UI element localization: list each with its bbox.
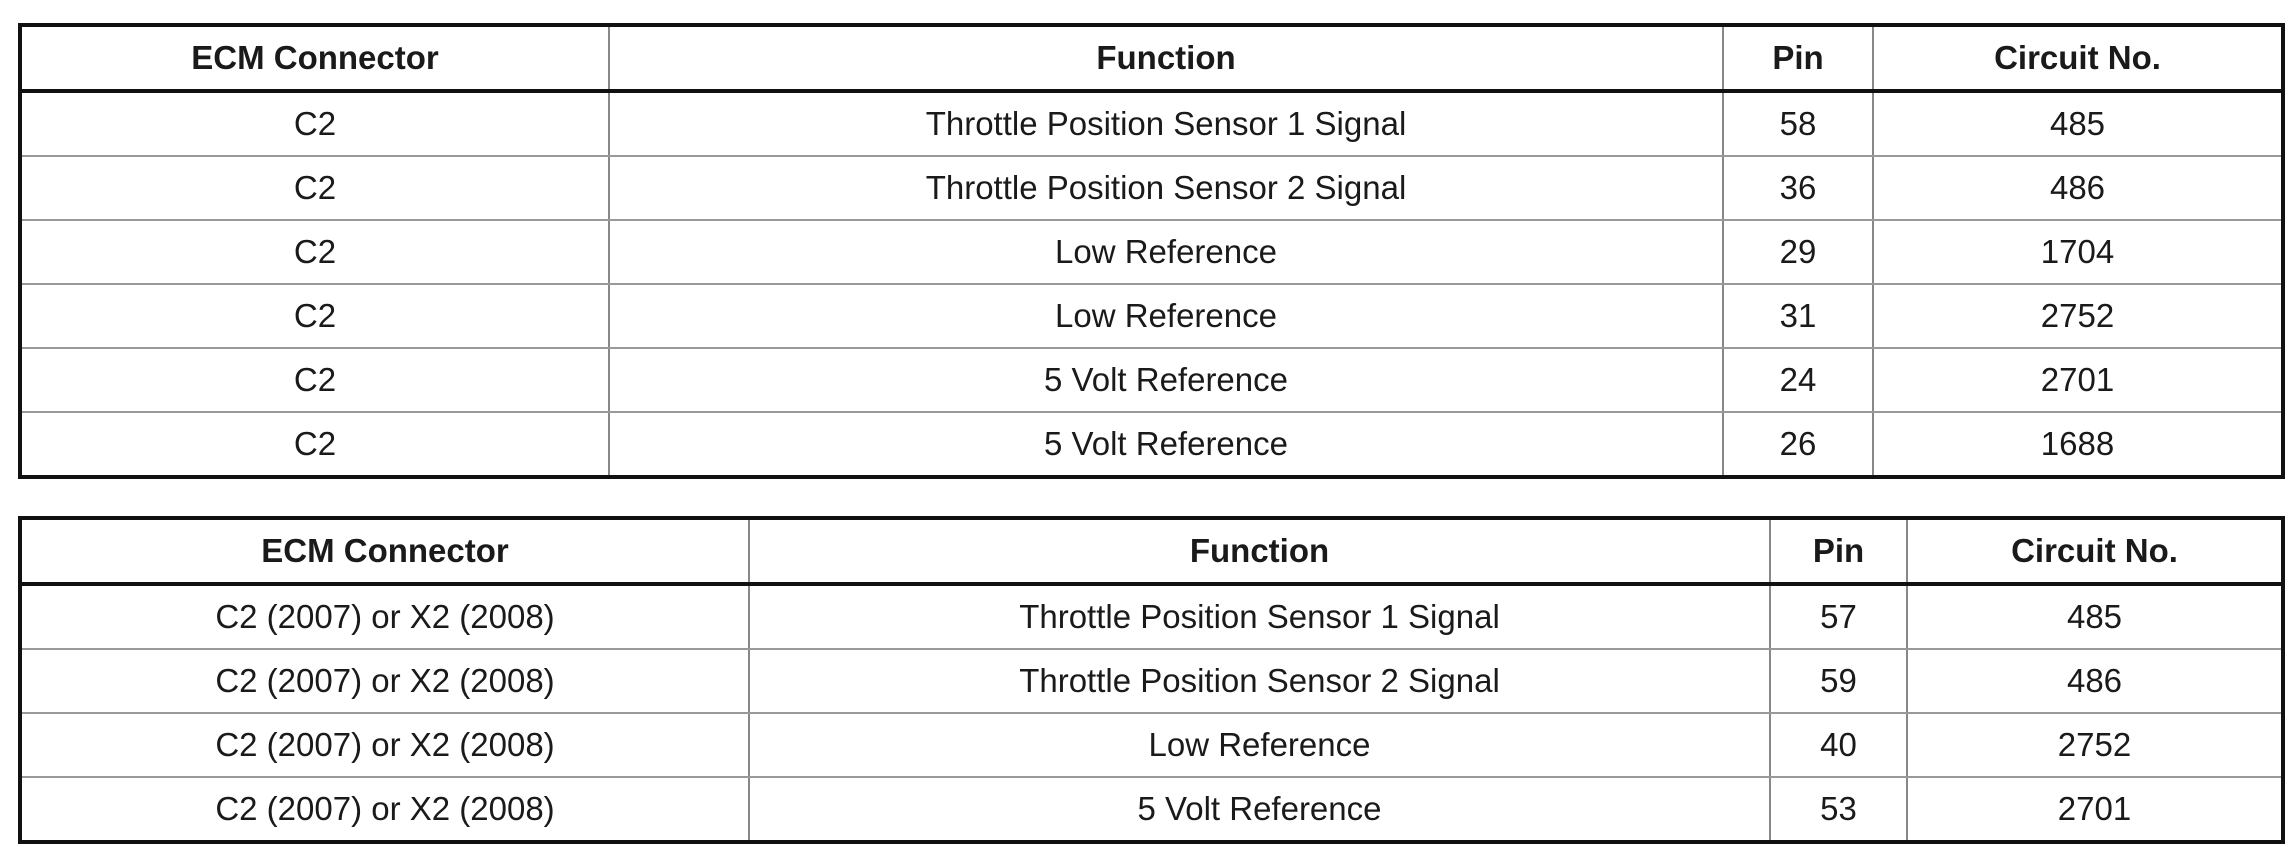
column-header-function: Function xyxy=(748,518,1771,586)
table-row: C2 Throttle Position Sensor 1 Signal 58 485 xyxy=(19,91,2284,157)
cell-function: 5 Volt Reference xyxy=(608,348,1724,413)
cell-function: 5 Volt Reference xyxy=(748,777,1771,842)
cell-circuit-no: 2752 xyxy=(1872,284,2284,349)
column-header-pin: Pin xyxy=(1769,518,1908,586)
cell-ecm-connector: C2 xyxy=(19,220,610,285)
cell-circuit-no: 2752 xyxy=(1906,713,2284,778)
cell-circuit-no: 485 xyxy=(1872,91,2284,157)
cell-function: Throttle Position Sensor 1 Signal xyxy=(748,584,1771,650)
cell-ecm-connector: C2 xyxy=(19,91,610,157)
header-row: ECM Connector Function Pin Circuit No. xyxy=(19,518,2284,586)
column-header-function: Function xyxy=(608,25,1724,93)
cell-pin: 40 xyxy=(1769,713,1908,778)
column-header-ecm-connector: ECM Connector xyxy=(19,25,610,93)
table-row: C2 (2007) or X2 (2008) Low Reference 40 275… xyxy=(19,713,2284,778)
column-header-circuit-no: Circuit No. xyxy=(1872,25,2284,93)
cell-circuit-no: 2701 xyxy=(1872,348,2284,413)
table-row: C2 (2007) or X2 (2008) Throttle Position … xyxy=(19,584,2284,650)
cell-ecm-connector: C2 (2007) or X2 (2008) xyxy=(19,649,750,714)
cell-circuit-no: 486 xyxy=(1906,649,2284,714)
cell-pin: 26 xyxy=(1722,412,1874,477)
cell-function: Low Reference xyxy=(608,220,1724,285)
cell-ecm-connector: C2 (2007) or X2 (2008) xyxy=(19,777,750,842)
column-header-circuit-no: Circuit No. xyxy=(1906,518,2284,586)
table-row: C2 (2007) or X2 (2008) 5 Volt Reference 53… xyxy=(19,777,2284,842)
cell-pin: 58 xyxy=(1722,91,1874,157)
cell-function: Throttle Position Sensor 2 Signal xyxy=(608,156,1724,221)
table-row: C2 5 Volt Reference 26 1688 xyxy=(19,412,2284,477)
cell-ecm-connector: C2 (2007) or X2 (2008) xyxy=(19,584,750,650)
cell-function: Low Reference xyxy=(608,284,1724,349)
table-row: C2 5 Volt Reference 24 2701 xyxy=(19,348,2284,413)
table-row: C2 (2007) or X2 (2008) Throttle Position … xyxy=(19,649,2284,714)
cell-function: Throttle Position Sensor 1 Signal xyxy=(608,91,1724,157)
column-header-pin: Pin xyxy=(1722,25,1874,93)
cell-circuit-no: 486 xyxy=(1872,156,2284,221)
cell-pin: 36 xyxy=(1722,156,1874,221)
table-row: C2 Low Reference 29 1704 xyxy=(19,220,2284,285)
ecm-connector-table-1: ECM Connector Function Pin Circuit No. C2 Th… xyxy=(18,23,2285,479)
cell-function: Low Reference xyxy=(748,713,1771,778)
cell-pin: 31 xyxy=(1722,284,1874,349)
cell-pin: 24 xyxy=(1722,348,1874,413)
cell-pin: 29 xyxy=(1722,220,1874,285)
cell-ecm-connector: C2 xyxy=(19,284,610,349)
cell-ecm-connector: C2 xyxy=(19,348,610,413)
cell-pin: 57 xyxy=(1769,584,1908,650)
column-header-ecm-connector: ECM Connector xyxy=(19,518,750,586)
cell-function: Throttle Position Sensor 2 Signal xyxy=(748,649,1771,714)
cell-circuit-no: 485 xyxy=(1906,584,2284,650)
table-row: C2 Throttle Position Sensor 2 Signal 36 486 xyxy=(19,156,2284,221)
cell-function: 5 Volt Reference xyxy=(608,412,1724,477)
cell-pin: 59 xyxy=(1769,649,1908,714)
ecm-connector-table-2: ECM Connector Function Pin Circuit No. C2 (… xyxy=(18,516,2285,844)
cell-ecm-connector: C2 xyxy=(19,412,610,477)
cell-ecm-connector: C2 (2007) or X2 (2008) xyxy=(19,713,750,778)
cell-circuit-no: 1688 xyxy=(1872,412,2284,477)
cell-circuit-no: 2701 xyxy=(1906,777,2284,842)
table-row: C2 Low Reference 31 2752 xyxy=(19,284,2284,349)
cell-circuit-no: 1704 xyxy=(1872,220,2284,285)
cell-ecm-connector: C2 xyxy=(19,156,610,221)
header-row: ECM Connector Function Pin Circuit No. xyxy=(19,25,2284,93)
cell-pin: 53 xyxy=(1769,777,1908,842)
